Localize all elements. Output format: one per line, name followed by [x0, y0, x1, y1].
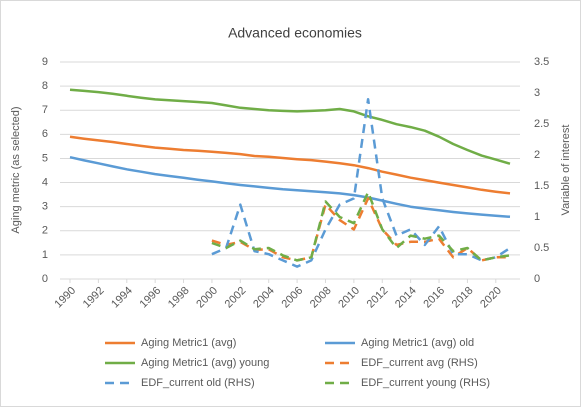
y2-tick-label: 1.5: [534, 180, 549, 192]
y2-tick-label: 3: [534, 87, 540, 99]
chart-title: Advanced economies: [228, 25, 362, 41]
y2-tick-label: 1: [534, 211, 540, 223]
y-tick-label: 4: [42, 176, 48, 188]
y2-tick-label: 2.5: [534, 118, 549, 130]
legend-label: EDF_current old (RHS): [141, 377, 255, 389]
legend-label: EDF_current avg (RHS): [361, 357, 478, 369]
y2-axis-label: Variable of interest: [560, 125, 572, 216]
y2-tick-label: 2: [534, 149, 540, 161]
y2-tick-label: 0.5: [534, 242, 549, 254]
y-tick-label: 2: [42, 225, 48, 237]
y2-tick-label: 3.5: [534, 56, 549, 68]
series-line: [69, 135, 511, 195]
series-line: [211, 97, 511, 268]
y-tick-label: 6: [42, 128, 48, 140]
y-tick-label: 7: [42, 104, 48, 116]
legend-label: Aging Metric1 (avg): [141, 337, 236, 349]
y-tick-label: 9: [42, 56, 48, 68]
y2-tick-label: 0: [534, 273, 540, 285]
legend-label: Aging Metric1 (avg) young: [141, 357, 269, 369]
series-line: [211, 190, 511, 262]
series-line: [69, 155, 511, 219]
series-line: [211, 197, 510, 262]
legend-label: EDF_current young (RHS): [361, 377, 490, 389]
y-tick-label: 0: [42, 273, 48, 285]
y-tick-label: 8: [42, 80, 48, 92]
y-tick-label: 1: [42, 249, 48, 261]
y-axis-label: Aging metric (as selected): [10, 106, 22, 233]
y-tick-label: 3: [42, 201, 48, 213]
legend-label: Aging Metric1 (avg) old: [361, 337, 474, 349]
y-tick-label: 5: [42, 152, 48, 164]
series-line: [69, 88, 511, 165]
